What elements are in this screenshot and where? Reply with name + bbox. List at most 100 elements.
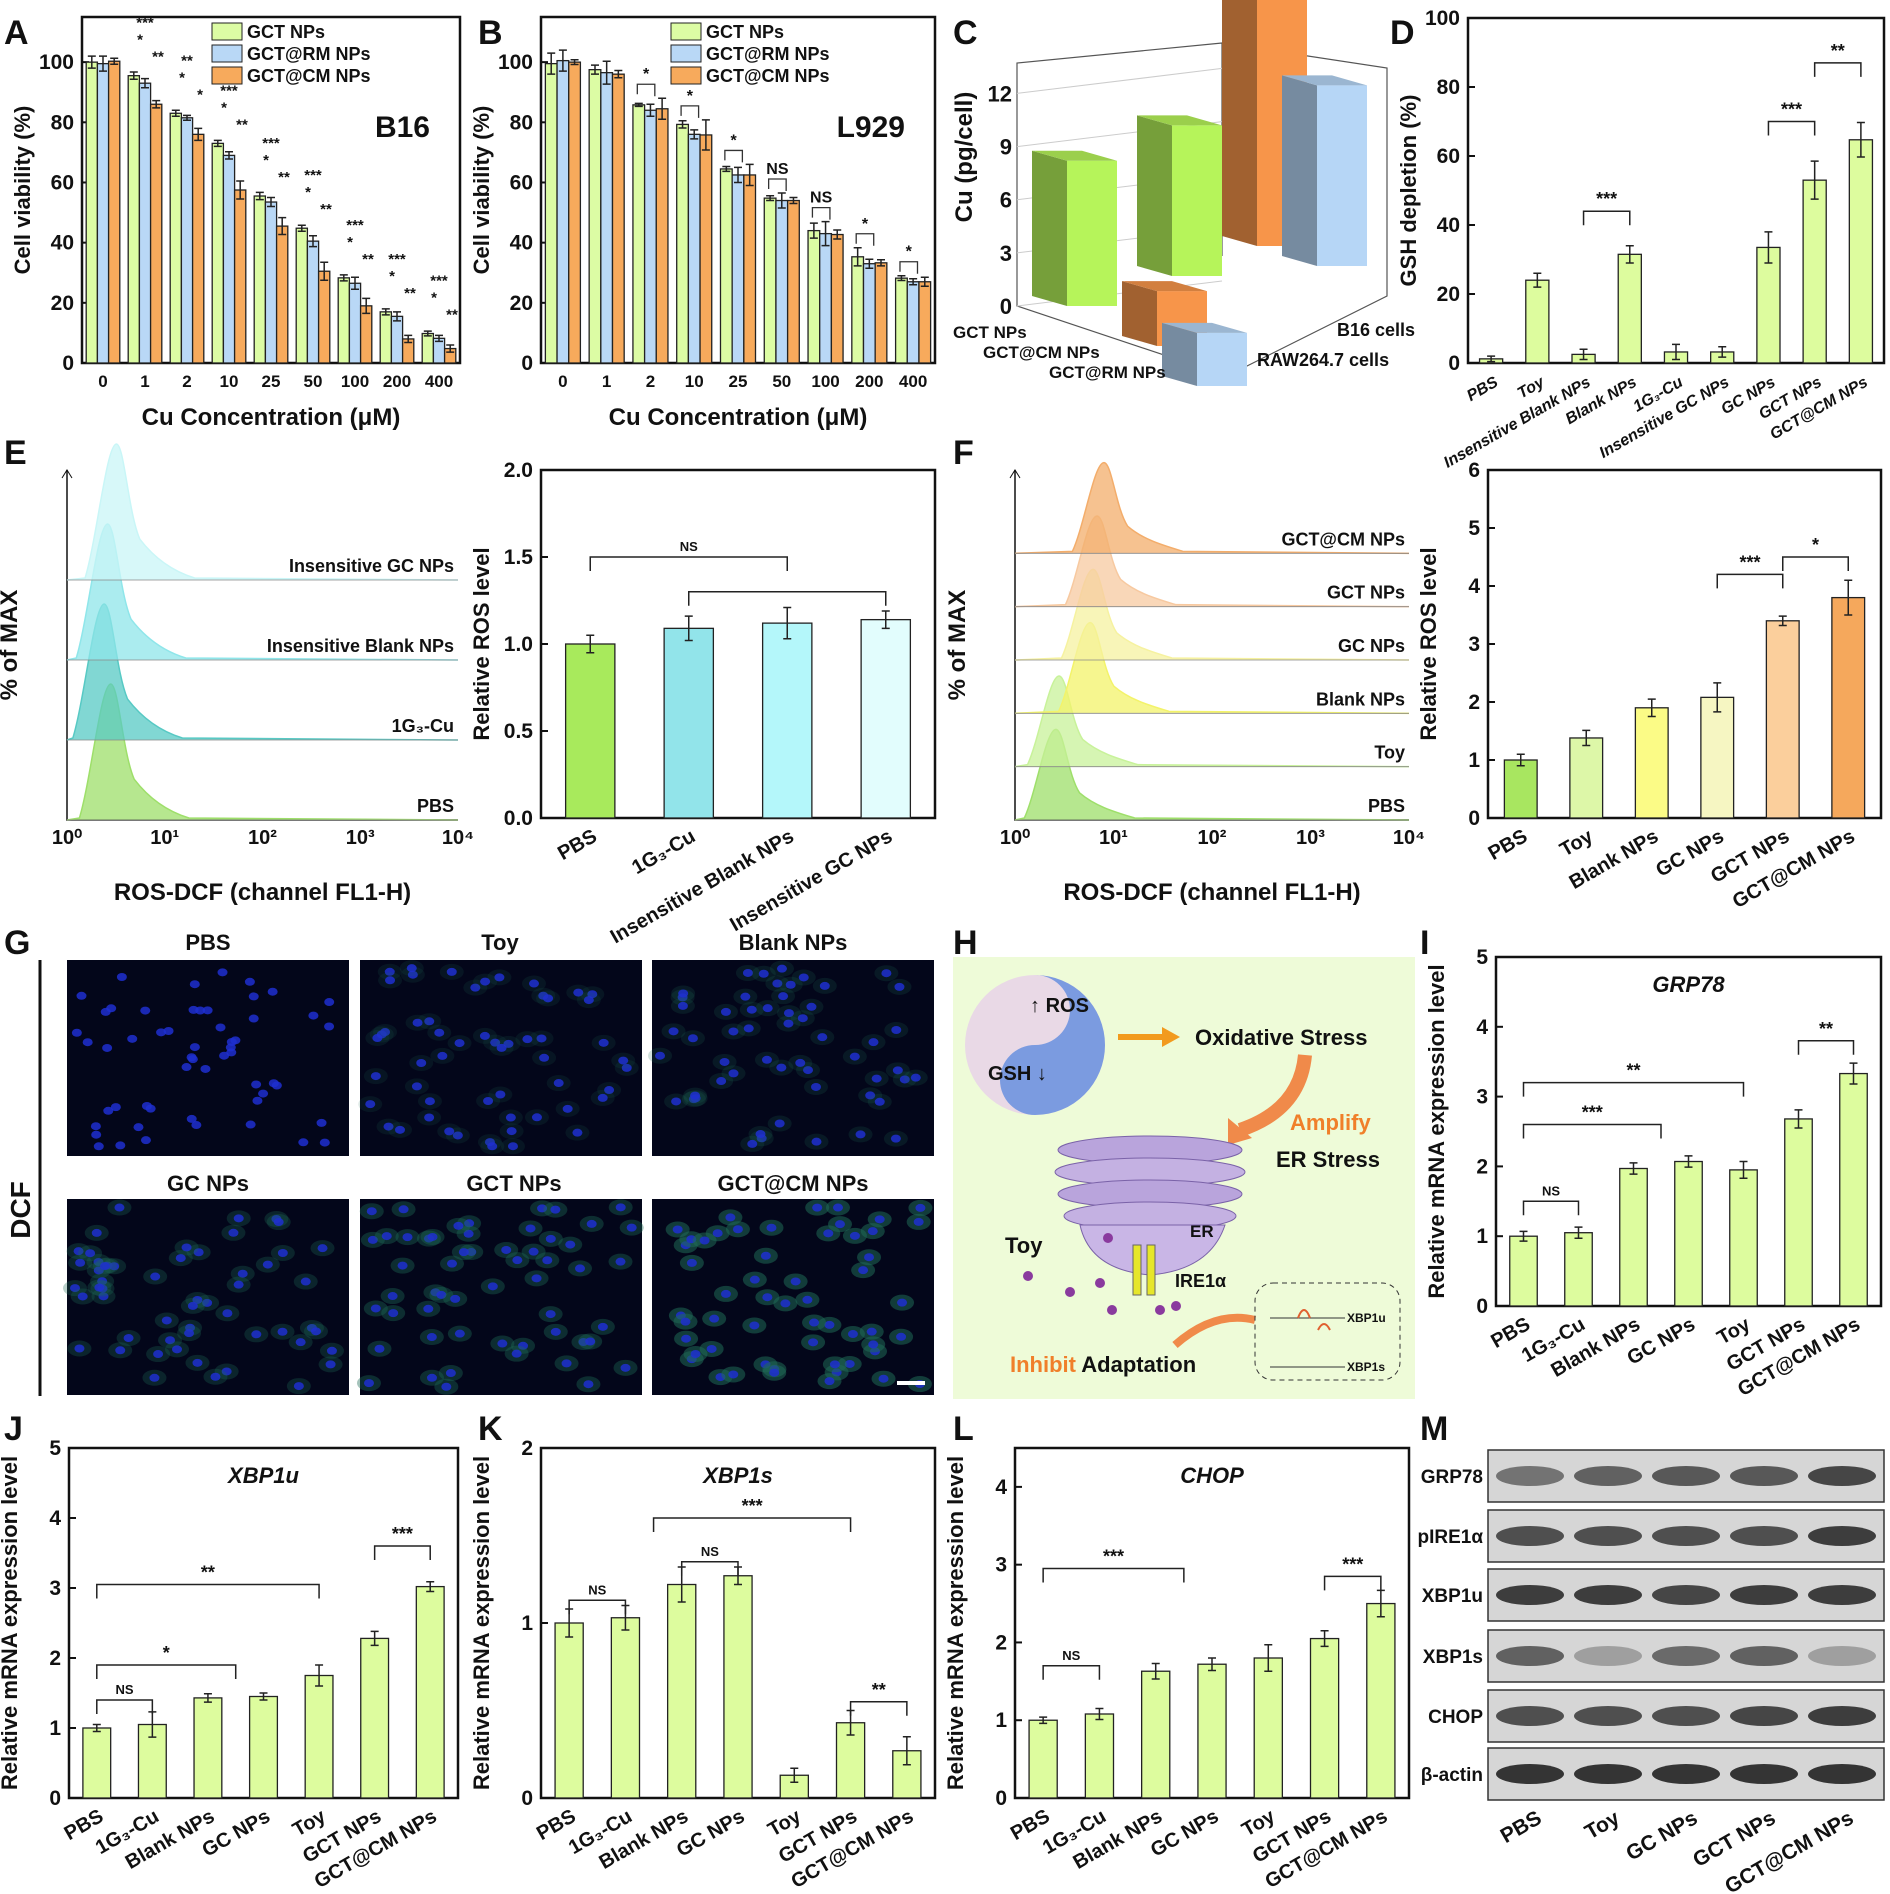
error-bar xyxy=(1684,1155,1693,1168)
x-tick-label: 10⁰ xyxy=(1000,827,1030,849)
protein-band xyxy=(1730,1706,1798,1726)
cell-nucleus xyxy=(716,1077,727,1086)
cell-nucleus xyxy=(466,1247,477,1256)
protein-band xyxy=(1496,1646,1564,1666)
stem-loop-icon xyxy=(1297,1309,1331,1331)
error-bar xyxy=(783,606,792,640)
cell-nucleus xyxy=(324,1022,335,1031)
cell-nucleus xyxy=(150,1272,161,1281)
x-tick-label: PBS xyxy=(554,825,601,865)
cell-nucleus xyxy=(795,1058,806,1067)
cell-nucleus xyxy=(277,1327,288,1336)
significance-label: * xyxy=(179,69,185,86)
y-tick-label: 4 xyxy=(49,1507,61,1530)
x-tick-label: 50 xyxy=(304,372,323,391)
significance-label: ** xyxy=(181,52,193,69)
panel-letter-k: K xyxy=(478,1410,503,1448)
arrow-head-icon xyxy=(1228,1118,1252,1145)
cell-nucleus xyxy=(747,1139,758,1148)
cell-nucleus xyxy=(522,1035,533,1044)
cell-nucleus xyxy=(394,1125,405,1134)
significance-bracket xyxy=(1323,1575,1382,1591)
significance-label: * xyxy=(1812,535,1819,555)
significance-label: NS xyxy=(701,1544,719,1559)
cell-nucleus xyxy=(383,1122,394,1131)
bar xyxy=(666,1583,697,1799)
legend-label: GCT NPs xyxy=(247,22,325,42)
cell-nucleus xyxy=(758,969,769,978)
cell-nucleus xyxy=(226,1048,237,1057)
significance-label: * xyxy=(221,99,227,116)
significance-label: *** xyxy=(136,15,154,32)
bar xyxy=(390,315,404,364)
cell-nucleus xyxy=(397,1261,408,1270)
cell-nucleus xyxy=(545,1310,556,1319)
bar xyxy=(233,189,247,364)
cell-nucleus xyxy=(915,1203,926,1212)
protein-band xyxy=(1574,1764,1642,1784)
y-tick-label: 5 xyxy=(49,1437,61,1460)
micrograph-1 xyxy=(358,960,642,1156)
cell-nucleus xyxy=(192,1295,203,1304)
cell-nucleus xyxy=(244,977,255,986)
cell-nucleus xyxy=(868,1340,879,1349)
error-bar xyxy=(393,311,401,322)
significance-bracket xyxy=(767,178,787,192)
protein-band xyxy=(1574,1526,1642,1546)
significance-label: ** xyxy=(1819,1019,1833,1039)
y-tick-label: 60 xyxy=(1437,145,1460,168)
track-label: 1G₃-Cu xyxy=(392,716,454,736)
bar xyxy=(743,174,757,364)
micrograph-2 xyxy=(648,960,934,1156)
cell-nucleus xyxy=(184,1329,195,1338)
y-tick-label: 5 xyxy=(1476,946,1488,969)
protein-band xyxy=(1730,1466,1798,1486)
cell-nucleus xyxy=(772,979,783,988)
cell-nucleus xyxy=(450,1294,461,1303)
chart-title: XBP1u xyxy=(226,1463,299,1488)
cell-nucleus xyxy=(114,1203,125,1212)
significance-label: ** xyxy=(404,285,416,302)
significance-bracket xyxy=(811,206,831,220)
chart-e-hist: 10⁰ 10¹ 10² 10³ 10⁴ % of MAX ROS-DCF (channel … xyxy=(0,443,474,906)
bar xyxy=(564,643,616,819)
cell-nucleus xyxy=(762,1004,773,1013)
cell-nucleus xyxy=(110,1103,121,1112)
cell-nucleus xyxy=(528,979,539,988)
error-bar xyxy=(1764,231,1773,264)
y-tick-label: 6 xyxy=(1468,459,1480,482)
bar xyxy=(786,199,800,364)
panel-letter-i: I xyxy=(1420,924,1429,962)
er-label: ER xyxy=(1190,1222,1214,1241)
significance-label: NS xyxy=(116,1682,134,1697)
yin-yang-ros xyxy=(1000,975,1105,1115)
y-axis-label: Relative mRNA expression level xyxy=(943,1456,968,1790)
error-bar xyxy=(320,261,329,282)
significance-bracket xyxy=(688,591,887,606)
x-axis-label: ROS-DCF (channel FL1-H) xyxy=(1063,879,1360,906)
error-bar xyxy=(1151,1662,1160,1680)
bar xyxy=(1617,253,1642,364)
bar xyxy=(1309,1637,1340,1799)
legend-swatch xyxy=(211,22,243,41)
cell-nucleus xyxy=(325,1360,336,1369)
error-bar xyxy=(558,49,567,72)
protein-band xyxy=(1652,1764,1720,1784)
panel-letter-g: G xyxy=(4,924,30,962)
x-tick-label: 400 xyxy=(425,372,453,391)
panel-letter-h: H xyxy=(953,924,978,962)
significance-bracket xyxy=(373,1545,431,1560)
cell-nucleus xyxy=(446,1259,457,1268)
toy-molecules xyxy=(1023,1233,1181,1315)
bar-3d-top xyxy=(1162,322,1247,333)
bar xyxy=(1765,620,1800,819)
bar xyxy=(643,109,657,364)
cell-nucleus xyxy=(575,1264,586,1273)
cell-nucleus xyxy=(668,1027,679,1036)
significance-bracket xyxy=(1767,120,1816,136)
bar xyxy=(248,1695,279,1799)
bar xyxy=(1366,1602,1396,1799)
cell-nucleus xyxy=(426,1333,437,1342)
bar xyxy=(611,73,625,364)
error-bar xyxy=(590,64,599,75)
